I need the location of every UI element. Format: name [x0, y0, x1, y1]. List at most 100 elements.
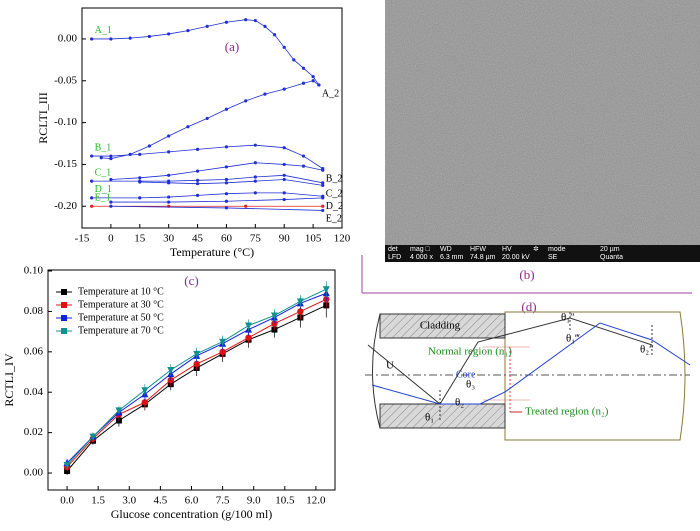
sem-info-text: HV [502, 246, 512, 253]
marker [321, 181, 325, 185]
sem-info-text: det [388, 246, 398, 253]
sem-info-text: 20 µm [600, 246, 620, 253]
marker [138, 176, 142, 180]
marker [167, 367, 175, 374]
marker [311, 79, 315, 83]
marker [99, 156, 103, 160]
marker [224, 177, 229, 182]
x-tick-label: 120 [334, 233, 351, 245]
marker [115, 407, 123, 415]
marker [109, 37, 113, 41]
legend-marker [61, 302, 67, 308]
y-tick-label: -0.20 [54, 200, 77, 212]
marker [253, 175, 257, 179]
x-tick-label: 60 [221, 233, 233, 245]
x-axis-title: Temperature (°C) [170, 245, 254, 259]
sem-info-text: mag □ [410, 246, 431, 253]
marker [263, 92, 267, 96]
x-tick-label: -15 [75, 233, 90, 245]
sem-info-text: Quanta [600, 254, 623, 261]
marker [224, 165, 229, 169]
y-axis-title: RCTLI_IV [2, 353, 16, 407]
angle-label: θ₁‴ [566, 333, 580, 345]
sem-info-text: SE [548, 254, 558, 261]
core-label: Core [456, 369, 476, 380]
marker [245, 334, 252, 341]
y-tick-label: 0.10 [24, 265, 44, 277]
x-tick-label: 90 [279, 233, 291, 245]
series-line [110, 197, 323, 203]
marker [253, 18, 257, 23]
marker [322, 286, 330, 294]
cladding-label: Cladding [420, 320, 461, 332]
marker [321, 168, 325, 172]
marker [167, 32, 171, 36]
marker [195, 178, 200, 182]
marker [301, 66, 306, 70]
marker [297, 308, 304, 315]
marker [193, 350, 201, 358]
x-tick-label: 4.5 [154, 495, 168, 507]
angle-label: θ₂ [455, 397, 464, 409]
marker [282, 162, 286, 167]
y-tick-label: 0.00 [24, 467, 44, 479]
panel-label: (a) [225, 39, 239, 54]
series-label: C_1 [95, 167, 112, 178]
marker [321, 183, 325, 187]
marker [272, 33, 277, 37]
sem-info-text: 74.8 µm [470, 254, 496, 261]
sem-info-text: mode [548, 246, 566, 253]
marker [63, 461, 71, 469]
marker [128, 36, 132, 40]
marker [282, 87, 286, 91]
fiber-end [372, 313, 381, 429]
series-line [91, 192, 323, 199]
marker [253, 161, 257, 165]
marker [253, 191, 257, 195]
treated-fiber [504, 311, 686, 441]
sem-info-text: 6.3 mm [440, 254, 464, 261]
sem-info-text: 20.00 kV [502, 254, 530, 261]
marker [186, 125, 190, 129]
legend-label: Temperature at 70 °C [78, 325, 164, 336]
series-label: B_2 [326, 174, 343, 185]
marker [90, 204, 94, 208]
series-label: C_2 [326, 189, 343, 200]
marker [292, 58, 296, 62]
marker [244, 99, 248, 103]
sem-info-text: HFW [470, 246, 486, 253]
marker [167, 150, 171, 154]
sem-info-bar [385, 245, 700, 262]
legend-marker [61, 328, 67, 334]
y-tick-label: 0.04 [24, 386, 44, 398]
marker [195, 193, 200, 197]
y-tick-label: -0.10 [54, 116, 77, 128]
x-tick-label: 15 [134, 233, 146, 245]
series-label: B_1 [95, 142, 112, 153]
series-label: D_2 [326, 201, 343, 212]
legend-marker [61, 315, 67, 321]
marker [167, 134, 171, 138]
normal-region-label: Normal region (n₁) [428, 346, 512, 358]
legend-label: Temperature at 10 °C [78, 286, 164, 297]
marker [195, 147, 200, 151]
angle-label: θ₂″ [640, 344, 654, 356]
marker [301, 154, 306, 158]
plot-frame [81, 7, 343, 229]
marker [224, 181, 229, 185]
marker [205, 116, 209, 121]
x-tick-label: 7.5 [216, 495, 230, 507]
x-tick-label: 30 [163, 233, 175, 245]
marker [219, 338, 227, 346]
cladding-top [379, 313, 506, 339]
marker [224, 107, 229, 111]
series-line [91, 19, 320, 86]
y-tick-label: 0.00 [58, 32, 78, 44]
panel-label: (c) [184, 273, 198, 288]
y-tick-label: 0.06 [24, 345, 44, 357]
marker [167, 181, 171, 185]
x-tick-label: 1.5 [91, 495, 105, 507]
marker [321, 204, 325, 208]
series-label: E_2 [326, 214, 342, 225]
